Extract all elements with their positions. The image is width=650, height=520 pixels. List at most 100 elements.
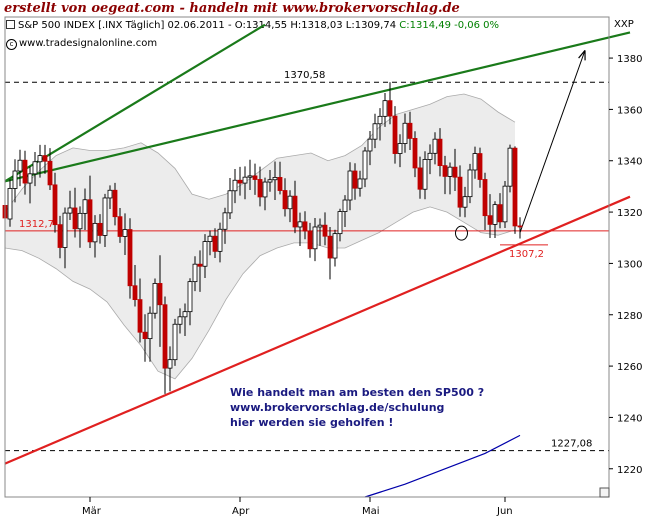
candle-down xyxy=(457,165,463,217)
candle-body xyxy=(242,176,248,184)
candle-down xyxy=(497,193,503,229)
candle-body xyxy=(442,165,448,177)
resistance-trendline xyxy=(4,31,631,183)
pivot-circle xyxy=(455,225,468,241)
candle-up xyxy=(32,152,38,187)
candle-body xyxy=(127,229,133,287)
candle-body xyxy=(312,226,318,250)
candle-up xyxy=(467,163,473,204)
instrument-info: S&P 500 INDEX [.INX Täglich] 02.06.2011 … xyxy=(6,20,499,31)
y-tick-label: 1280 xyxy=(617,311,642,322)
trendlines xyxy=(4,23,631,465)
candle-body xyxy=(112,189,118,218)
candle-up xyxy=(217,222,223,263)
candle-up xyxy=(462,186,468,218)
candle-up xyxy=(262,177,268,211)
candle-up xyxy=(492,201,498,239)
candle-body xyxy=(162,304,168,369)
candle-body xyxy=(467,169,473,198)
y-tick-label: 1320 xyxy=(617,208,642,219)
candle-body xyxy=(282,190,288,210)
level-label: 1307,2 xyxy=(509,249,544,260)
band-fill xyxy=(5,94,515,379)
annotation-line: hier werden sie geholfen ! xyxy=(230,416,393,429)
candle-up xyxy=(247,159,253,191)
candle-down xyxy=(442,155,448,195)
resize-handle xyxy=(599,487,610,498)
candle-body xyxy=(347,170,353,201)
candle-body xyxy=(237,179,243,184)
candle-body xyxy=(402,122,408,144)
candle-body xyxy=(407,122,413,139)
annotations: Wie handelt man am besten den SP500 ? www… xyxy=(230,386,484,429)
candle-up xyxy=(367,130,373,166)
candle-body xyxy=(152,283,158,314)
candle-body xyxy=(157,283,163,306)
candle-up xyxy=(287,190,293,223)
candle-up xyxy=(37,144,43,178)
candle-down xyxy=(392,106,398,164)
candle-body xyxy=(322,224,328,237)
y-tick-label: 1380 xyxy=(617,54,642,65)
candle-down xyxy=(252,163,258,195)
candle-down xyxy=(157,255,163,347)
candle-down xyxy=(52,172,58,233)
candle-body xyxy=(167,359,173,369)
y-tick-label: 1360 xyxy=(617,105,642,116)
candle-body xyxy=(202,241,208,267)
candle-up xyxy=(67,190,73,221)
axis-code-label: XXP xyxy=(614,19,634,30)
candle-up xyxy=(227,177,233,220)
candle-up xyxy=(432,132,438,165)
candle-body xyxy=(382,100,388,117)
candle-body xyxy=(17,159,23,172)
x-tick-label: Mai xyxy=(362,506,380,517)
candle-body xyxy=(47,160,53,186)
candle-down xyxy=(517,217,523,239)
candle-up xyxy=(177,308,183,334)
bollinger-bands xyxy=(4,93,516,380)
candle-body xyxy=(147,312,153,340)
candle-up xyxy=(427,144,433,175)
annotation-line: www.brokervorschlag.de/schulung xyxy=(230,401,444,414)
resistance-steep-trendline xyxy=(4,23,266,183)
candle-down xyxy=(412,131,418,178)
candle-body xyxy=(232,179,238,192)
candle-body xyxy=(437,138,443,167)
candle-body xyxy=(452,166,458,178)
candle-body xyxy=(132,285,138,301)
candle-body xyxy=(492,204,498,225)
candle-body xyxy=(317,224,323,228)
candle-up xyxy=(312,217,318,262)
target-arrow-line xyxy=(519,50,586,233)
candle-up xyxy=(27,166,33,204)
candle-down xyxy=(117,207,123,243)
candle-down xyxy=(477,147,483,188)
candle-body xyxy=(337,211,343,235)
candle-down xyxy=(307,222,313,258)
candle-up xyxy=(202,234,208,279)
candle-up xyxy=(82,188,88,231)
candle-body xyxy=(462,196,468,208)
candle-up xyxy=(402,113,408,153)
candle-body xyxy=(222,212,228,230)
candle-up xyxy=(507,144,513,193)
candle-down xyxy=(257,166,263,207)
candle-body xyxy=(397,143,403,154)
candle-up xyxy=(357,170,363,197)
candle-body xyxy=(482,179,488,217)
banner-title: erstellt von oegeat.com - handeln mit ww… xyxy=(4,1,460,16)
candle-up xyxy=(272,161,278,201)
candle-body xyxy=(52,184,58,226)
candle-body xyxy=(427,152,433,160)
band-lower xyxy=(4,206,516,380)
candle-up xyxy=(122,213,128,255)
candle-down xyxy=(277,161,283,195)
x-tick-label: Mär xyxy=(82,506,102,517)
candle-up xyxy=(17,149,23,187)
candle-body xyxy=(92,222,98,243)
checkbox-icon[interactable] xyxy=(6,20,15,29)
candle-body xyxy=(22,159,28,184)
candle-body xyxy=(177,316,183,325)
